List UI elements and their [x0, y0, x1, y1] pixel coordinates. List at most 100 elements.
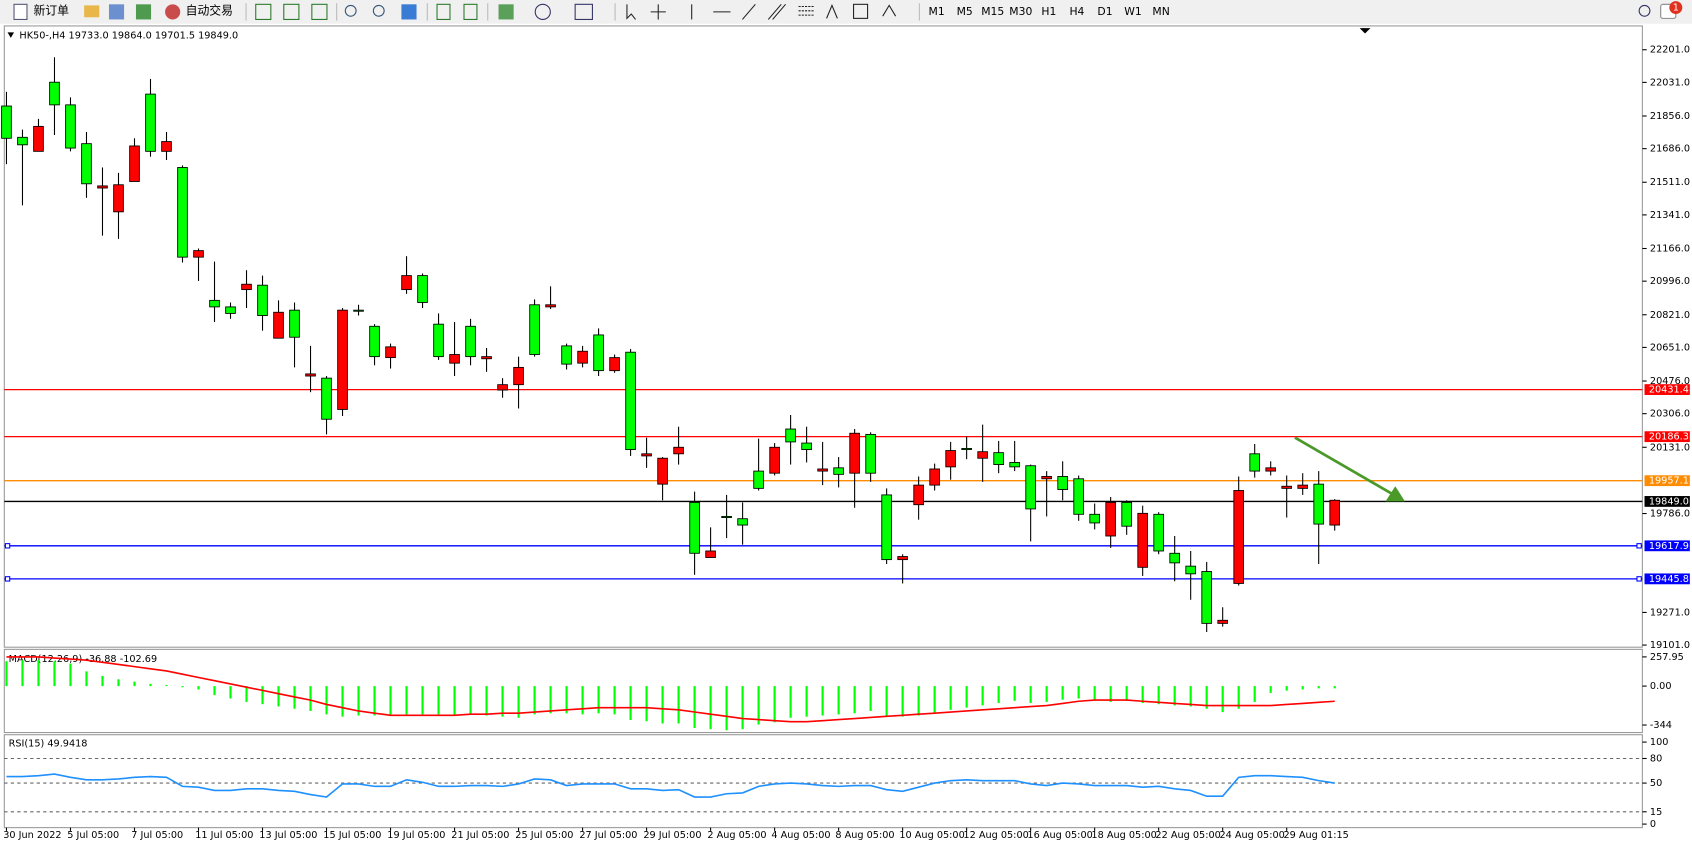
candle-body — [849, 432, 860, 474]
y-tick-label: 22201.0 — [1650, 45, 1690, 56]
x-tick-label: 2 Aug 05:00 — [707, 830, 766, 841]
timeframe-button[interactable]: M1 — [929, 5, 945, 18]
arrow-head — [1385, 486, 1405, 502]
timeframe-button[interactable]: M15 — [981, 5, 1004, 18]
candle-body — [353, 309, 364, 312]
templates-button[interactable] — [574, 3, 593, 20]
text-tool[interactable] — [826, 3, 838, 19]
label-tool[interactable] — [853, 3, 869, 19]
icon[interactable] — [84, 5, 100, 18]
y-tick-label: 20476.0 — [1650, 376, 1690, 387]
cursor-tool[interactable] — [626, 4, 637, 20]
tile-windows[interactable] — [401, 4, 417, 20]
candle-body — [1073, 478, 1084, 515]
candle-body — [129, 145, 140, 182]
candle-body — [689, 501, 700, 554]
macd-signal — [6, 656, 1335, 723]
candle-body — [1105, 501, 1116, 537]
level-handle — [4, 543, 11, 549]
search-button[interactable] — [1638, 4, 1651, 17]
candle-body — [673, 446, 684, 455]
timeframe-button[interactable]: H4 — [1069, 5, 1084, 18]
candle-body — [305, 373, 316, 377]
rsi-title: RSI(15) 49.9418 — [9, 738, 88, 749]
icon[interactable] — [108, 4, 125, 20]
candle-body — [1329, 499, 1340, 526]
candle-body — [1281, 485, 1292, 489]
y-tick-label: 19101.0 — [1650, 640, 1690, 651]
candle-body — [497, 384, 508, 391]
timeframe-button[interactable]: D1 — [1097, 5, 1112, 18]
candle-body — [257, 284, 268, 316]
x-tick-label: 25 Jul 05:00 — [515, 830, 573, 841]
level-label-box — [1644, 496, 1690, 507]
menu-arrow[interactable] — [7, 32, 15, 38]
auto-trading-button[interactable]: 自动交易 — [186, 3, 233, 17]
arrows-tool[interactable] — [882, 4, 897, 17]
y-tick-label: 20821.0 — [1650, 310, 1690, 321]
candle-chart-tool[interactable] — [283, 3, 300, 20]
candle-body — [561, 345, 572, 365]
candle-body — [49, 81, 60, 106]
level-handle — [4, 576, 11, 582]
candle-body — [433, 323, 444, 358]
timeframe-button[interactable]: H1 — [1041, 5, 1056, 18]
zoom-in[interactable] — [344, 4, 357, 17]
rsi-line — [6, 773, 1335, 798]
candle-body — [161, 141, 172, 152]
bar-chart-tool[interactable] — [255, 3, 272, 20]
candle-body — [1025, 465, 1036, 510]
toolbar-items: 新订单 自动交易 M1 M5 M15 M30 H1 H4 D1 W1 MN — [13, 1, 1683, 21]
periods-button[interactable] — [534, 3, 551, 20]
auto-trading-icon[interactable] — [165, 4, 181, 20]
indicators-button[interactable] — [498, 4, 514, 20]
shift-tool[interactable] — [463, 3, 478, 20]
y-tick-label: -344 — [1650, 720, 1672, 731]
new-order-icon[interactable] — [13, 3, 28, 20]
timeframe-button[interactable]: W1 — [1124, 5, 1142, 18]
level-label: 20186.3 — [1649, 432, 1689, 443]
candle-body — [177, 167, 188, 258]
crosshair-tool[interactable] — [650, 4, 666, 20]
candle-body — [1153, 513, 1164, 552]
candle-body — [481, 356, 492, 360]
candle-body — [145, 93, 156, 152]
candle-body — [401, 275, 412, 291]
zoom-out[interactable] — [372, 4, 385, 17]
toolbar — [0, 0, 1692, 24]
timeframe-button[interactable]: M30 — [1009, 5, 1032, 18]
y-tick-label: 20996.0 — [1650, 276, 1690, 287]
timeframe-button[interactable]: MN — [1152, 5, 1169, 18]
candle-body — [65, 104, 76, 149]
x-tick-label: 29 Jul 05:00 — [643, 830, 701, 841]
y-tick-label: 15 — [1650, 807, 1662, 818]
candle-body — [785, 428, 796, 443]
shift-marker[interactable] — [1359, 28, 1371, 34]
x-tick-label: 5 Jul 05:00 — [67, 830, 119, 841]
level-label: 19957.1 — [1649, 476, 1689, 487]
y-tick-label: 21686.0 — [1650, 144, 1690, 155]
candle-body — [417, 275, 428, 303]
timeframe-button[interactable]: M5 — [957, 5, 973, 18]
candle-body — [1009, 462, 1020, 468]
candle-body — [289, 309, 300, 338]
candle-body — [641, 453, 652, 457]
candle-body — [961, 447, 972, 451]
trendline-tool[interactable] — [741, 3, 756, 20]
chart-title: HK50-,H4 19733.0 19864.0 19701.5 19849.0 — [19, 31, 238, 42]
y-tick-label: 21511.0 — [1650, 177, 1690, 188]
scroll-tool[interactable] — [436, 3, 451, 20]
arrow-line — [1294, 436, 1393, 495]
channel-tool[interactable] — [767, 3, 786, 20]
icon[interactable] — [135, 4, 152, 20]
candle-body — [1313, 483, 1324, 525]
candle-body — [721, 515, 732, 518]
x-tick-label: 24 Aug 05:00 — [1219, 830, 1284, 841]
new-order-button[interactable]: 新订单 — [33, 3, 69, 17]
line-chart-tool[interactable] — [311, 3, 328, 20]
fibonacci-tool[interactable] — [798, 5, 814, 16]
level-label-box — [1644, 431, 1690, 443]
x-tick-label: 18 Aug 05:00 — [1091, 830, 1156, 841]
